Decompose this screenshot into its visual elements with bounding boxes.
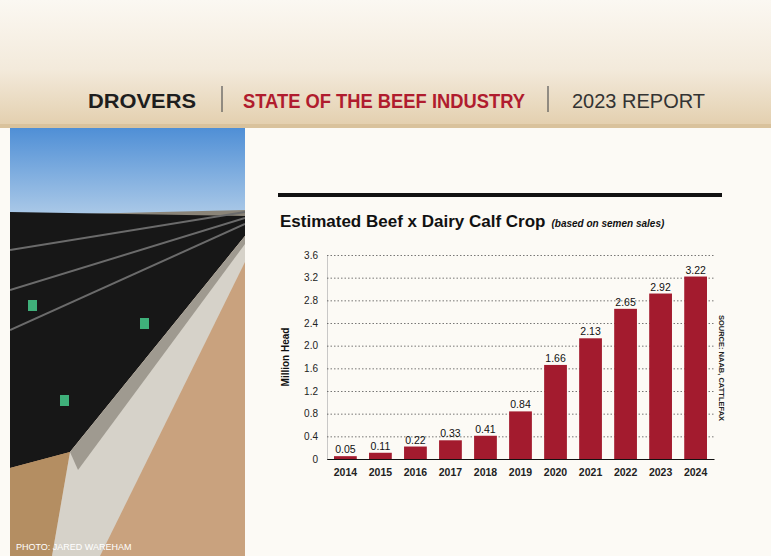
photo-fence-wire bbox=[10, 212, 245, 250]
x-tick-label: 2022 bbox=[614, 466, 638, 478]
y-tick-label: 3.2 bbox=[304, 272, 318, 283]
y-axis-title: Million Head bbox=[280, 328, 291, 387]
x-axis-line bbox=[328, 459, 715, 460]
header-separator bbox=[547, 86, 548, 112]
bar bbox=[334, 456, 357, 459]
x-tick: 2016 bbox=[404, 459, 428, 478]
photo-credit: PHOTO: JARED WAREHAM bbox=[16, 542, 132, 552]
data-label: 2.13 bbox=[580, 325, 601, 337]
x-tick-label: 2019 bbox=[509, 466, 533, 478]
data-label: 0.84 bbox=[510, 398, 531, 410]
y-tick: 3.6 bbox=[304, 250, 714, 261]
chart-container: DROVERS STATE OF THE BEEF INDUSTRY 2023 RE… bbox=[0, 0, 771, 556]
x-tick: 2014 bbox=[334, 459, 358, 478]
bar bbox=[684, 277, 707, 459]
photo-bunk bbox=[52, 236, 245, 556]
data-label: 0.33 bbox=[440, 427, 461, 439]
y-axis-line bbox=[327, 256, 328, 460]
x-tick-label: 2021 bbox=[579, 466, 603, 478]
header-rule bbox=[0, 124, 771, 128]
x-tick-label: 2018 bbox=[474, 466, 498, 478]
photo-fence-wire bbox=[10, 224, 245, 330]
y-tick-label: 1.2 bbox=[304, 386, 318, 397]
x-tick: 2015 bbox=[369, 459, 393, 478]
x-tick-label: 2014 bbox=[334, 466, 358, 478]
y-tick-label: 1.6 bbox=[304, 363, 318, 374]
data-label: 0.22 bbox=[405, 434, 426, 446]
x-tick: 2017 bbox=[439, 459, 463, 478]
y-axis: 0 0.4 0.8 1.2 1.6 2.0 2.4 2.8 3.2 3.6 bbox=[304, 250, 714, 465]
y-tick-label: 0.8 bbox=[304, 408, 318, 419]
grid-line bbox=[327, 255, 714, 256]
x-tick: 2021 bbox=[579, 459, 603, 478]
x-tick-label: 2023 bbox=[649, 466, 673, 478]
x-tick: 2024 bbox=[684, 459, 708, 478]
grid-line bbox=[327, 278, 714, 279]
data-label: 0.05 bbox=[335, 443, 356, 455]
data-label: 0.11 bbox=[371, 440, 391, 452]
bar bbox=[369, 453, 392, 459]
x-tick: 2019 bbox=[509, 459, 533, 478]
photo-fence-wire bbox=[10, 218, 245, 290]
x-tick: 2020 bbox=[544, 459, 568, 478]
photo-ear-tag bbox=[28, 300, 37, 311]
y-tick-label: 3.6 bbox=[304, 250, 318, 261]
y-tick-label: 2.0 bbox=[304, 340, 318, 351]
x-tick: 2022 bbox=[614, 459, 638, 478]
title-rule bbox=[278, 193, 722, 197]
brand: DROVERS bbox=[88, 90, 196, 112]
x-tick-label: 2016 bbox=[404, 466, 428, 478]
x-tick-label: 2017 bbox=[439, 466, 463, 478]
bar bbox=[614, 309, 637, 459]
page-background bbox=[0, 0, 771, 556]
source-note: SOURCE: NAAB, CATTLEFAX bbox=[717, 315, 726, 421]
chart-title: Estimated Beef x Dairy Calf Crop bbox=[280, 212, 545, 231]
bar bbox=[579, 338, 602, 459]
x-tick-label: 2020 bbox=[544, 466, 568, 478]
bar bbox=[474, 436, 497, 459]
bar bbox=[649, 294, 672, 459]
bar bbox=[509, 411, 532, 459]
x-axis: 2014 2015 2016 2017 2018 2019 2020 2021 2022 2023… bbox=[328, 459, 715, 478]
bar bbox=[439, 440, 462, 459]
y-tick-label: 2.4 bbox=[304, 318, 318, 329]
photo-ear-tag bbox=[60, 395, 69, 406]
header-separator bbox=[221, 86, 222, 112]
x-tick: 2018 bbox=[474, 459, 498, 478]
bars bbox=[334, 277, 707, 459]
report-title: 2023 REPORT bbox=[572, 89, 705, 112]
chart-subtitle: (based on semen sales) bbox=[551, 218, 664, 229]
photo-bunk-shadow bbox=[70, 236, 245, 470]
data-label: 1.66 bbox=[545, 352, 566, 364]
photo-ear-tag bbox=[140, 318, 149, 329]
header-band bbox=[0, 0, 771, 126]
x-tick: 2023 bbox=[649, 459, 673, 478]
y-tick-label: 0.4 bbox=[304, 431, 318, 442]
grid-line bbox=[327, 459, 714, 460]
section-title: STATE OF THE BEEF INDUSTRY bbox=[243, 90, 526, 112]
data-label: 2.92 bbox=[650, 281, 671, 293]
y-tick-label: 2.8 bbox=[304, 295, 318, 306]
bar bbox=[404, 447, 427, 459]
canvas: DROVERS STATE OF THE BEEF INDUSTRY 2023 RE… bbox=[0, 0, 771, 556]
y-tick-label: 0 bbox=[312, 454, 318, 465]
data-labels: 0.05 0.11 0.22 0.33 0.41 0.84 1.66 2.13 2.65 2.92… bbox=[335, 264, 706, 456]
data-label: 2.65 bbox=[615, 296, 636, 308]
x-tick-label: 2024 bbox=[684, 466, 708, 478]
photo bbox=[10, 128, 245, 556]
x-tick-label: 2015 bbox=[369, 466, 393, 478]
data-label: 3.22 bbox=[685, 264, 706, 276]
data-label: 0.41 bbox=[475, 423, 496, 435]
bar bbox=[544, 365, 567, 459]
